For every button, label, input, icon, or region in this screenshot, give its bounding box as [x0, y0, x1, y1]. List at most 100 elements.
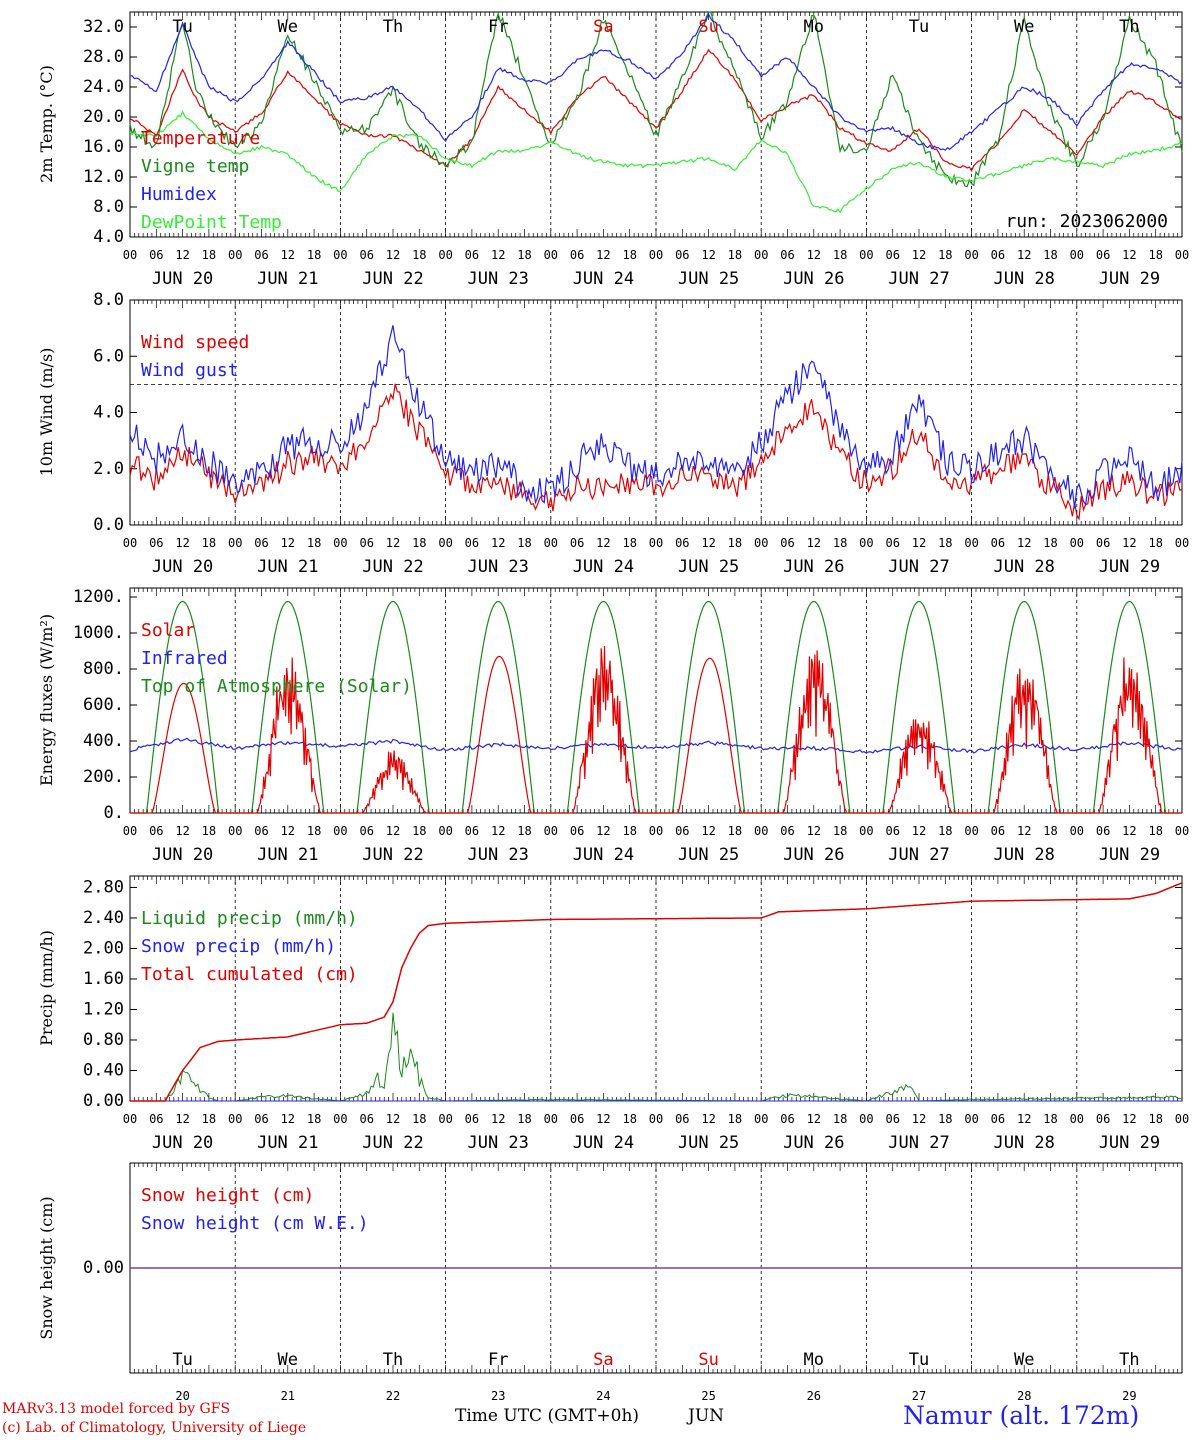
hour-tick-label: 12 [491, 536, 505, 550]
date-label: JUN 21 [257, 269, 318, 289]
hour-tick-label: 18 [1148, 824, 1162, 838]
weekday-label: We [1014, 17, 1034, 37]
hour-tick-label: 00 [649, 536, 663, 550]
hour-tick-label: 06 [780, 248, 794, 262]
day-number-label: 28 [1017, 1389, 1031, 1403]
hour-tick-label: 00 [649, 248, 663, 262]
date-label: JUN 27 [888, 845, 949, 865]
hour-tick-label: 18 [412, 1112, 426, 1126]
hour-tick-label: 18 [517, 248, 531, 262]
hour-tick-label: 12 [701, 1112, 715, 1126]
date-label: JUN 25 [678, 557, 739, 577]
run-label: run: 2023062000 [1005, 211, 1168, 232]
weekday-label: Tu [909, 17, 929, 37]
legend-dewpoint-temp: DewPoint Temp [141, 212, 282, 233]
date-label: JUN 24 [573, 269, 634, 289]
y-tick-label: 0.80 [83, 1030, 124, 1050]
y-tick-label: 24.0 [83, 77, 124, 97]
legend-infrared: Infrared [141, 648, 228, 669]
hour-tick-label: 12 [386, 824, 400, 838]
hour-tick-label: 06 [780, 1112, 794, 1126]
hour-tick-label: 12 [701, 824, 715, 838]
hour-tick-label: 00 [228, 1112, 242, 1126]
hour-tick-label: 12 [491, 1112, 505, 1126]
hour-tick-label: 06 [1096, 248, 1110, 262]
date-label: JUN 28 [993, 1133, 1054, 1153]
hour-tick-label: 12 [807, 1112, 821, 1126]
y-axis-label: Precip (mm/h) [37, 930, 56, 1046]
x-axis-label: Time UTC (GMT+0h) [455, 1406, 640, 1426]
date-label: JUN 26 [783, 557, 844, 577]
date-label: JUN 24 [573, 845, 634, 865]
y-tick-label: 12.0 [83, 167, 124, 187]
hour-tick-label: 00 [438, 824, 452, 838]
hour-tick-label: 06 [1096, 824, 1110, 838]
hour-tick-label: 00 [964, 536, 978, 550]
hour-tick-label: 00 [1070, 536, 1084, 550]
hour-tick-label: 18 [202, 824, 216, 838]
y-tick-label: 0.00 [83, 1091, 124, 1111]
credit-line-2: (c) Lab. of Climatology, University of L… [2, 1420, 307, 1436]
hour-tick-label: 06 [149, 248, 163, 262]
legend-wind-speed: Wind speed [141, 332, 249, 353]
hour-tick-label: 06 [675, 1112, 689, 1126]
hour-tick-label: 18 [833, 248, 847, 262]
hour-tick-label: 00 [123, 824, 137, 838]
hour-tick-label: 00 [859, 248, 873, 262]
hour-tick-label: 00 [964, 1112, 978, 1126]
date-label: JUN 26 [783, 845, 844, 865]
hour-tick-label: 12 [807, 536, 821, 550]
panel-frame [129, 299, 1183, 526]
hour-tick-label: 12 [175, 536, 189, 550]
hour-tick-label: 18 [938, 536, 952, 550]
hour-tick-label: 12 [386, 536, 400, 550]
hour-tick-label: 00 [333, 248, 347, 262]
hour-tick-label: 06 [570, 248, 584, 262]
hour-tick-label: 18 [202, 248, 216, 262]
legend-wind-gust: Wind gust [141, 360, 239, 381]
date-label: JUN 20 [152, 557, 213, 577]
hour-tick-label: 12 [281, 536, 295, 550]
weekday-label: Su [698, 1350, 718, 1370]
date-label: JUN 24 [573, 557, 634, 577]
hour-tick-label: 00 [1175, 824, 1189, 838]
hour-tick-label: 18 [1148, 248, 1162, 262]
weekday-label: Th [1119, 1350, 1139, 1370]
hour-tick-label: 06 [254, 536, 268, 550]
hour-tick-label: 06 [359, 536, 373, 550]
series-line-liquid-precip-mm-h- [130, 1012, 1183, 1102]
hour-tick-label: 12 [807, 824, 821, 838]
hour-tick-label: 00 [1175, 536, 1189, 550]
hour-tick-label: 12 [175, 1112, 189, 1126]
weekday-label: Tu [172, 1350, 192, 1370]
y-tick-label: 32.0 [83, 17, 124, 37]
y-axis-label: Snow height (cm) [37, 1196, 56, 1339]
date-label: JUN 20 [152, 269, 213, 289]
hour-tick-label: 18 [307, 824, 321, 838]
hour-tick-label: 18 [412, 824, 426, 838]
hour-tick-label: 06 [991, 248, 1005, 262]
hour-tick-label: 06 [570, 536, 584, 550]
y-tick-label: 1.20 [83, 999, 124, 1019]
hour-tick-label: 06 [465, 1112, 479, 1126]
hour-tick-label: 00 [859, 536, 873, 550]
y-tick-label: 800. [83, 659, 124, 679]
date-label: JUN 22 [362, 845, 423, 865]
weekday-label: Tu [909, 1350, 929, 1370]
hour-tick-label: 06 [991, 536, 1005, 550]
hour-tick-label: 12 [596, 824, 610, 838]
hour-tick-label: 12 [175, 248, 189, 262]
hour-tick-label: 18 [307, 536, 321, 550]
date-label: JUN 23 [467, 1133, 528, 1153]
hour-tick-label: 00 [1070, 1112, 1084, 1126]
day-number-label: 27 [912, 1389, 926, 1403]
hour-tick-label: 12 [1017, 536, 1031, 550]
hour-tick-label: 00 [438, 1112, 452, 1126]
weekday-label: Th [383, 1350, 403, 1370]
hour-tick-label: 06 [675, 248, 689, 262]
hour-tick-label: 06 [991, 1112, 1005, 1126]
hour-tick-label: 00 [1070, 824, 1084, 838]
hour-tick-label: 00 [333, 824, 347, 838]
hour-tick-label: 00 [228, 536, 242, 550]
hour-tick-label: 18 [412, 248, 426, 262]
